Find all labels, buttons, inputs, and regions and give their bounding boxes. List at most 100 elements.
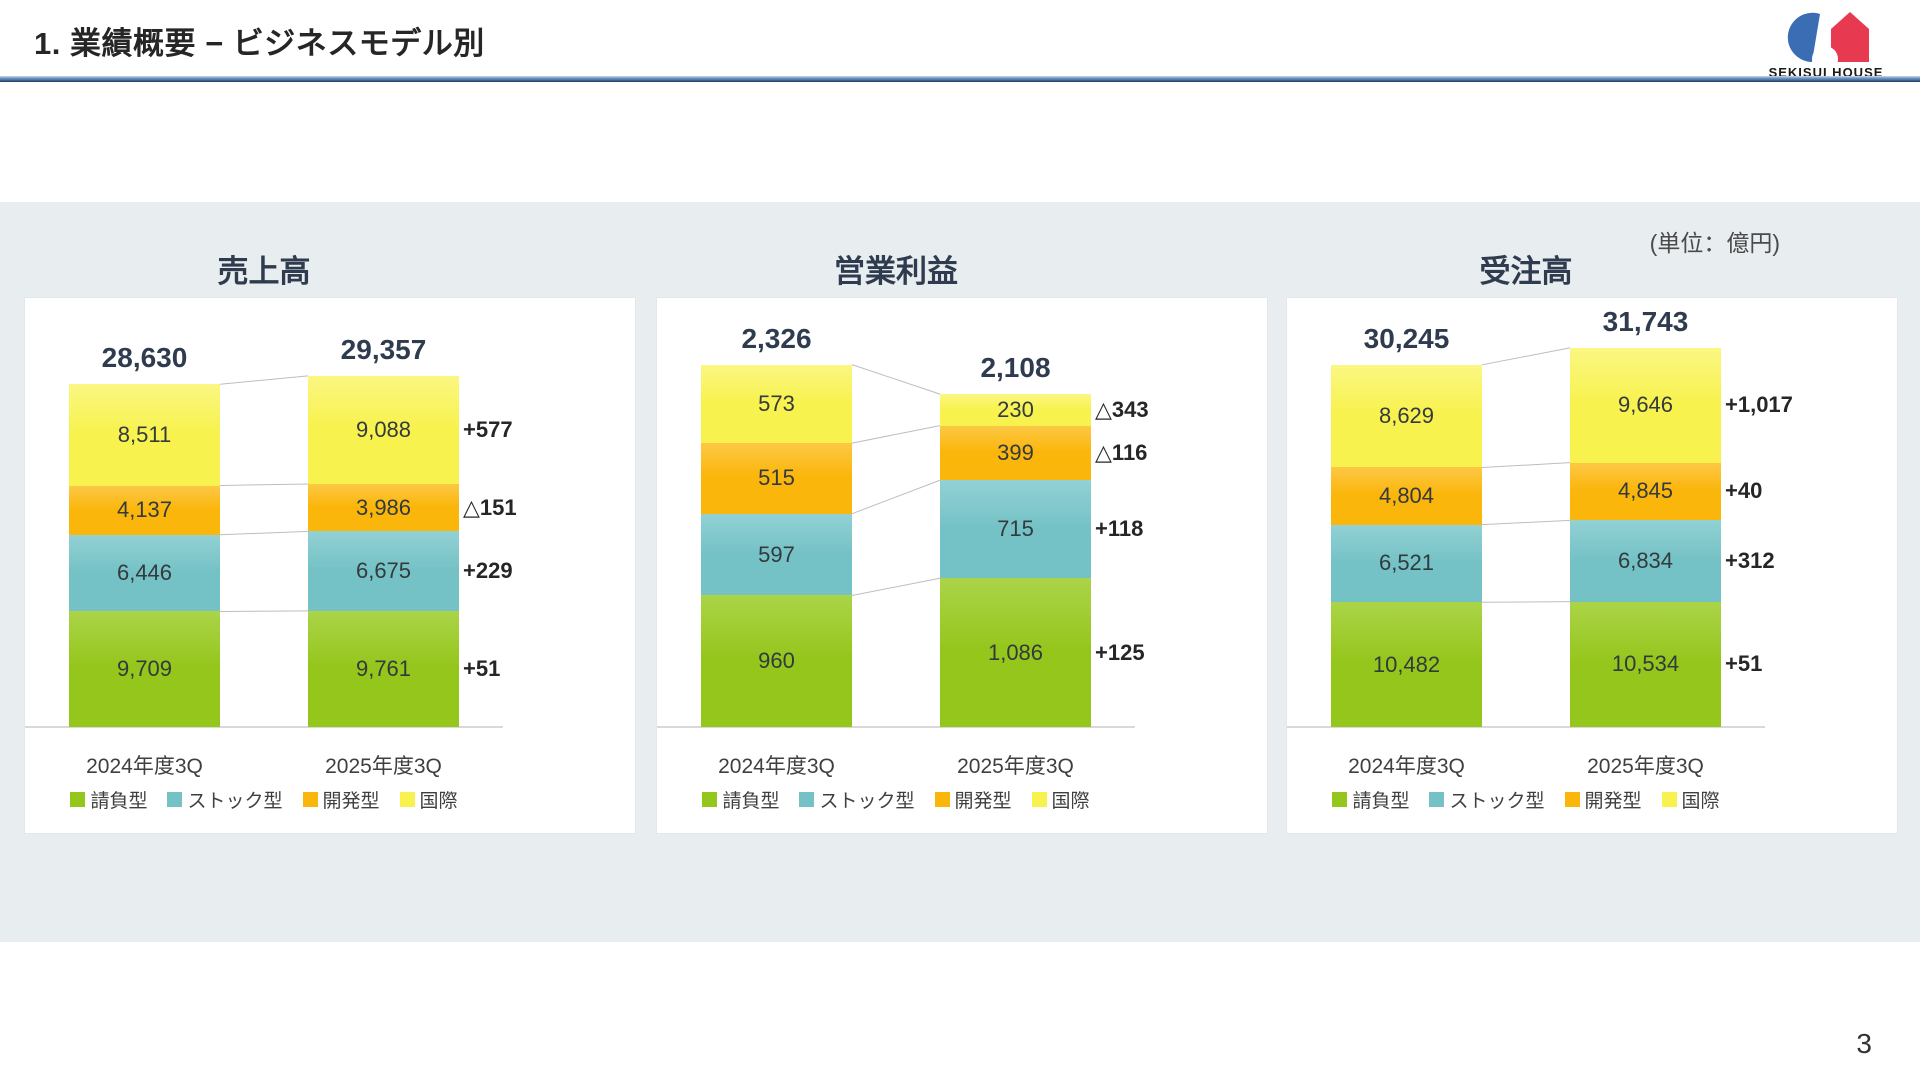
bar-segment-国際: 573 bbox=[701, 364, 852, 444]
bar-segment-開発型: 399 bbox=[940, 425, 1091, 481]
total-label: 29,357 bbox=[340, 333, 427, 365]
legend-swatch-icon bbox=[702, 792, 718, 807]
legend-item-開発型: 開発型 bbox=[302, 786, 380, 813]
legend-item-ストック型: ストック型 bbox=[1429, 786, 1545, 813]
delta-label-請負型: +51 bbox=[463, 655, 501, 681]
segment-value: 3,986 bbox=[355, 494, 412, 520]
segment-value: 6,521 bbox=[1378, 550, 1435, 576]
bar-segment-国際: 8,511 bbox=[69, 384, 220, 486]
segment-value: 8,511 bbox=[117, 421, 172, 447]
delta-label-ストック型: +229 bbox=[463, 558, 513, 584]
total-label: 2,108 bbox=[980, 352, 1051, 384]
legend-swatch-icon bbox=[167, 792, 183, 807]
total-label: 28,630 bbox=[101, 342, 188, 374]
legend-swatch-icon bbox=[1661, 792, 1677, 807]
delta-label-国際: △343 bbox=[1095, 396, 1149, 422]
legend-item-請負型: 請負型 bbox=[702, 786, 779, 813]
delta-label-国際: +577 bbox=[463, 416, 513, 442]
bar-segment-ストック型: 597 bbox=[701, 513, 852, 596]
legend-label: 請負型 bbox=[90, 791, 148, 812]
chart-panel-2: 960 597 515 573 2,326 2024年度3Q 1,086 +125 715 +11… bbox=[657, 298, 1267, 833]
x-axis-label: 2024年度3Q bbox=[718, 755, 835, 778]
segment-value: 715 bbox=[997, 516, 1034, 542]
bar-segment-請負型: 9,761 bbox=[308, 610, 459, 727]
legend-item-ストック型: ストック型 bbox=[799, 786, 915, 813]
delta-label-請負型: +125 bbox=[1095, 639, 1145, 665]
legend-item-請負型: 請負型 bbox=[70, 786, 147, 813]
legend-label: ストック型 bbox=[1449, 791, 1545, 812]
bar-segment-請負型: 10,534 bbox=[1570, 601, 1721, 727]
bar-segment-国際: 8,629 bbox=[1331, 364, 1482, 468]
legend-swatch-icon bbox=[934, 792, 950, 807]
segment-value: 10,482 bbox=[1372, 651, 1441, 677]
bar-segment-開発型: 4,137 bbox=[69, 485, 220, 535]
total-label: 31,743 bbox=[1602, 305, 1689, 337]
bar-segment-国際: 9,646 bbox=[1570, 347, 1721, 463]
bar-segment-国際: 9,088 bbox=[308, 375, 459, 484]
bar-segment-請負型: 1,086 bbox=[940, 578, 1091, 727]
legend-swatch-icon bbox=[1332, 792, 1348, 807]
chart-panel-1: 9,709 6,446 4,137 8,511 28,630 2024年度3Q 9,761 +… bbox=[25, 298, 635, 833]
legend-item-請負型: 請負型 bbox=[1332, 786, 1409, 813]
legend-item-国際: 国際 bbox=[1661, 786, 1720, 813]
x-axis-line bbox=[657, 726, 1135, 728]
chart-legend: 請負型 ストック型 開発型 国際 bbox=[657, 786, 1135, 813]
segment-value: 515 bbox=[758, 465, 795, 491]
legend-swatch-icon bbox=[799, 792, 815, 807]
header-divider bbox=[0, 76, 1920, 82]
unit-label: (単位：億円) bbox=[1649, 230, 1780, 256]
legend-label: 国際 bbox=[1681, 791, 1720, 812]
segment-value: 8,629 bbox=[1378, 403, 1435, 429]
legend-swatch-icon bbox=[1564, 792, 1580, 807]
charts-band: (単位：億円) 売上高 9,709 6,446 4,137 8,511 28,630 202… bbox=[0, 202, 1920, 942]
x-axis-label: 2025年度3Q bbox=[957, 755, 1074, 778]
legend-label: 請負型 bbox=[722, 791, 780, 812]
x-axis-label: 2025年度3Q bbox=[1587, 755, 1704, 778]
legend-item-国際: 国際 bbox=[399, 786, 458, 813]
legend-swatch-icon bbox=[1031, 792, 1047, 807]
segment-value: 6,675 bbox=[355, 558, 412, 584]
delta-label-ストック型: +312 bbox=[1725, 547, 1775, 573]
legend-item-開発型: 開発型 bbox=[934, 786, 1012, 813]
legend-item-国際: 国際 bbox=[1031, 786, 1090, 813]
x-axis-line bbox=[25, 726, 503, 728]
segment-value: 4,137 bbox=[116, 497, 173, 523]
legend-item-開発型: 開発型 bbox=[1564, 786, 1642, 813]
bar-segment-ストック型: 6,521 bbox=[1331, 524, 1482, 603]
segment-value: 230 bbox=[997, 396, 1034, 422]
segment-value: 6,834 bbox=[1617, 547, 1674, 573]
delta-label-国際: +1,017 bbox=[1725, 392, 1793, 418]
chart-title-1: 売上高 bbox=[217, 254, 311, 289]
bar-segment-開発型: 3,986 bbox=[308, 483, 459, 532]
x-axis-label: 2024年度3Q bbox=[1348, 755, 1465, 778]
delta-label-開発型: +40 bbox=[1725, 478, 1763, 504]
legend-item-ストック型: ストック型 bbox=[167, 786, 283, 813]
page-title: 1. 業績概要 − ビジネスモデル別 bbox=[34, 26, 485, 61]
x-axis-label: 2024年度3Q bbox=[86, 755, 203, 778]
legend-label: ストック型 bbox=[819, 791, 915, 812]
chart-panel-3: 10,482 6,521 4,804 8,629 30,245 2024年度3Q 10,53… bbox=[1287, 298, 1897, 833]
chart-legend: 請負型 ストック型 開発型 国際 bbox=[25, 786, 503, 813]
bar-segment-請負型: 960 bbox=[701, 595, 852, 727]
legend-swatch-icon bbox=[302, 792, 318, 807]
bar-segment-開発型: 4,845 bbox=[1570, 462, 1721, 521]
legend-label: ストック型 bbox=[187, 791, 283, 812]
page-number: 3 bbox=[1856, 1028, 1872, 1059]
bar-segment-ストック型: 715 bbox=[940, 480, 1091, 579]
chart-title-3: 受注高 bbox=[1479, 254, 1573, 289]
segment-value: 4,804 bbox=[1378, 483, 1435, 509]
delta-label-ストック型: +118 bbox=[1095, 516, 1144, 542]
legend-label: 国際 bbox=[419, 791, 458, 812]
bar-segment-請負型: 10,482 bbox=[1331, 602, 1482, 727]
legend-swatch-icon bbox=[399, 792, 415, 807]
x-axis-label: 2025年度3Q bbox=[325, 755, 442, 778]
total-label: 30,245 bbox=[1363, 322, 1450, 354]
chart-title-2: 営業利益 bbox=[834, 254, 958, 289]
segment-value: 960 bbox=[758, 648, 795, 674]
bar-segment-国際: 230 bbox=[940, 394, 1091, 426]
segment-value: 9,646 bbox=[1617, 392, 1674, 418]
chart-legend: 請負型 ストック型 開発型 国際 bbox=[1287, 786, 1765, 813]
segment-value: 1,086 bbox=[987, 639, 1044, 665]
logo-mark-icon bbox=[1787, 12, 1869, 64]
